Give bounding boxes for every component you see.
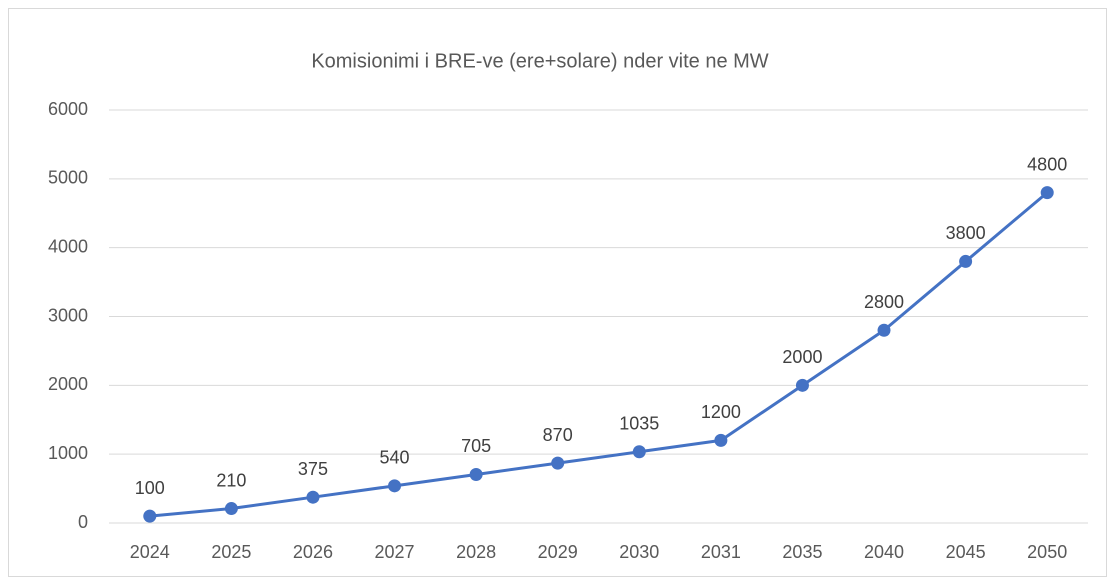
chart-title: Komisionimi i BRE-ve (ere+solare) nder v…	[311, 50, 768, 72]
x-tick-label: 2031	[701, 542, 741, 562]
data-label: 210	[216, 470, 246, 490]
data-label: 2000	[782, 347, 822, 367]
marker	[469, 467, 483, 481]
marker	[224, 502, 238, 516]
marker	[306, 490, 320, 504]
y-tick-label: 5000	[48, 168, 88, 188]
x-tick-label: 2025	[211, 542, 251, 562]
data-label: 375	[298, 459, 328, 479]
data-label: 100	[135, 478, 165, 498]
y-tick-label: 4000	[48, 236, 88, 256]
y-tick-label: 0	[78, 512, 88, 532]
y-tick-label: 6000	[48, 99, 88, 119]
x-tick-label: 2024	[130, 542, 170, 562]
data-label: 540	[380, 448, 410, 468]
marker	[959, 254, 973, 268]
x-tick-label: 2029	[538, 542, 578, 562]
data-label: 1200	[701, 402, 741, 422]
marker	[877, 323, 891, 337]
marker	[795, 378, 809, 392]
marker	[714, 433, 728, 447]
x-tick-label: 2027	[375, 542, 415, 562]
x-tick-label: 2040	[864, 542, 904, 562]
data-label: 705	[461, 436, 491, 456]
marker	[632, 445, 646, 459]
data-label: 1035	[619, 414, 659, 434]
y-tick-label: 1000	[48, 443, 88, 463]
marker	[1040, 186, 1054, 200]
marker	[143, 509, 157, 523]
data-label: 870	[543, 425, 573, 445]
chart-border	[8, 8, 1107, 577]
y-tick-label: 3000	[48, 305, 88, 325]
marker	[551, 456, 565, 470]
data-label: 3800	[946, 223, 986, 243]
x-tick-label: 2045	[946, 542, 986, 562]
data-label: 4800	[1027, 154, 1067, 174]
data-label: 2800	[864, 292, 904, 312]
x-tick-label: 2050	[1027, 542, 1067, 562]
y-tick-label: 2000	[48, 374, 88, 394]
marker	[388, 479, 402, 493]
line	[149, 191, 1049, 518]
x-tick-label: 2026	[293, 542, 333, 562]
x-tick-label: 2035	[782, 542, 822, 562]
x-tick-label: 2030	[619, 542, 659, 562]
x-tick-label: 2028	[456, 542, 496, 562]
